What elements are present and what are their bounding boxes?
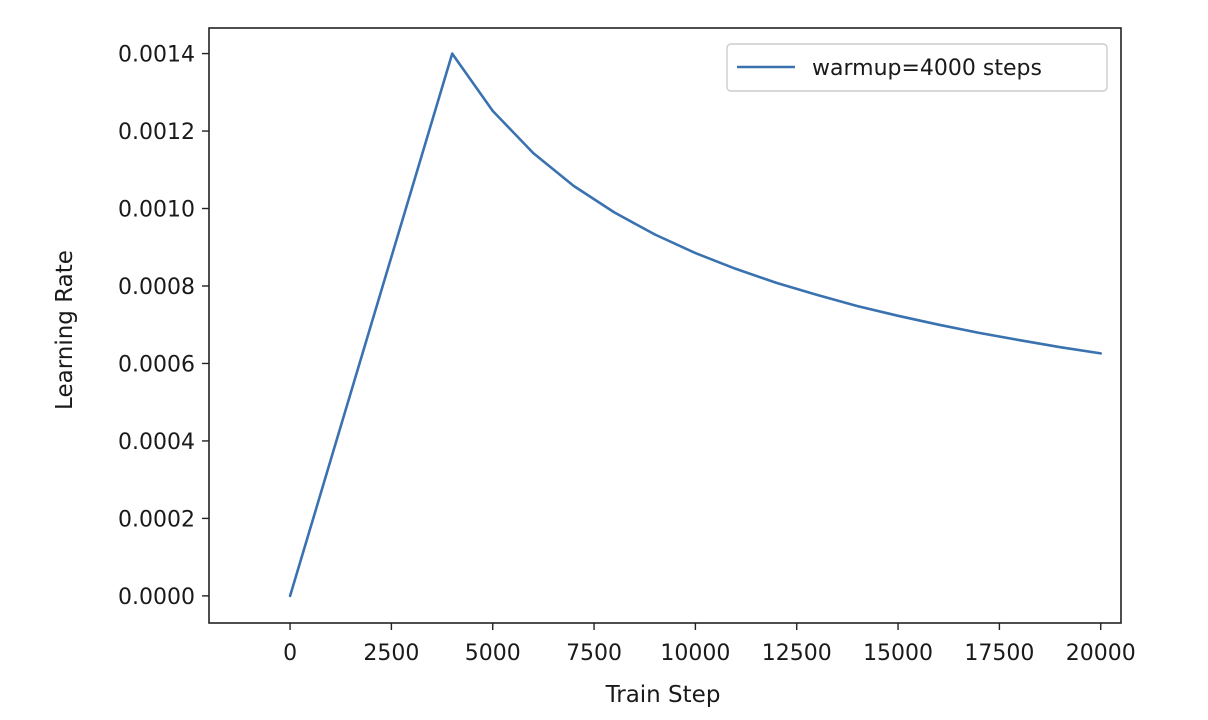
series-layer bbox=[288, 52, 1102, 598]
x-tick-label: 0 bbox=[283, 641, 297, 666]
x-axis-label: Train Step bbox=[605, 682, 721, 708]
x-tick-label: 10000 bbox=[660, 641, 730, 666]
y-tick-label: 0.0008 bbox=[118, 275, 195, 300]
legend-box bbox=[726, 43, 1108, 92]
plot-area bbox=[208, 27, 1122, 624]
y-tick-label: 0.0002 bbox=[118, 507, 195, 532]
y-tick-label: 0.0012 bbox=[118, 120, 195, 145]
x-tick-label: 5000 bbox=[465, 641, 521, 666]
x-axis-ticks: 0 2500 5000 7500 10000 12500 15000 17500 20000 bbox=[283, 623, 1136, 666]
y-axis-label: Learning Rate bbox=[52, 250, 78, 410]
y-tick-label: 0.0014 bbox=[118, 43, 195, 68]
x-tick-label: 15000 bbox=[863, 641, 933, 666]
legend: warmup=4000 steps bbox=[726, 43, 1108, 92]
y-tick-label: 0.0010 bbox=[118, 198, 195, 223]
legend-series-label: warmup=4000 steps bbox=[812, 56, 1042, 81]
x-tick-label: 2500 bbox=[363, 641, 419, 666]
y-tick-label: 0.0004 bbox=[118, 430, 195, 455]
x-tick-label: 17500 bbox=[964, 641, 1034, 666]
y-tick-label: 0.0006 bbox=[118, 352, 195, 377]
x-tick-label: 12500 bbox=[762, 641, 832, 666]
y-tick-label: 0.0000 bbox=[118, 585, 195, 610]
x-tick-label: 20000 bbox=[1066, 641, 1136, 666]
series-line bbox=[288, 52, 1102, 598]
x-tick-label: 7500 bbox=[566, 641, 622, 666]
y-axis-ticks: 0.0000 0.0002 0.0004 0.0006 0.0008 0.0010 0.00… bbox=[118, 43, 209, 610]
